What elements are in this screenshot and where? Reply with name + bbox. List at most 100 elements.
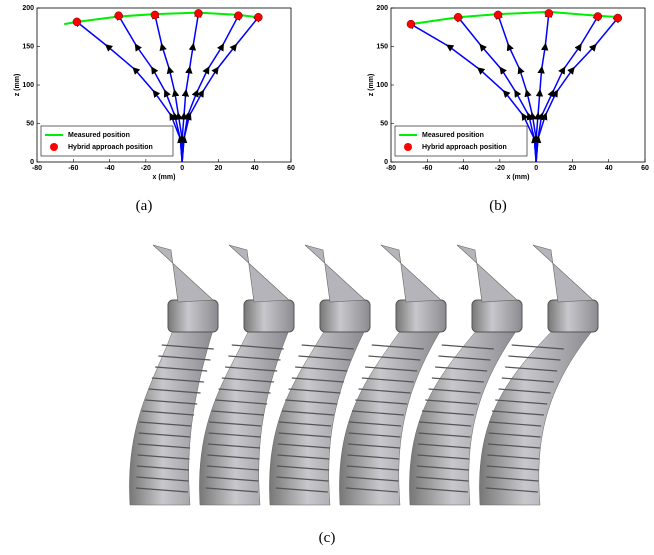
legend-label: Hybrid approach position [422, 144, 507, 151]
backbone-curve [533, 15, 621, 163]
y-axis-label: z (mm) [368, 74, 375, 97]
arm-ring [428, 388, 481, 394]
y-axis-label: z (mm) [14, 74, 21, 97]
arm-ring [291, 377, 344, 383]
arm-ring [347, 454, 400, 460]
arm-ring [421, 410, 474, 416]
arm-ring [161, 344, 214, 350]
arm-joint [547, 299, 599, 333]
arm-ring [416, 476, 469, 482]
arm-ring [141, 410, 194, 416]
y-tick-label: 150 [376, 43, 388, 50]
arm-ring [138, 432, 191, 438]
legend-label: Measured position [422, 132, 484, 139]
y-tick-label: 0 [384, 159, 388, 166]
arm-ring [228, 355, 281, 361]
arm-ring [508, 355, 561, 361]
arm-ring [431, 377, 484, 383]
arm-ring [231, 344, 284, 350]
position-point [72, 17, 82, 27]
x-tick-label: -20 [141, 165, 151, 172]
arm-ring [498, 388, 551, 394]
y-tick-label: 0 [30, 159, 34, 166]
arm-ring [368, 355, 421, 361]
arm-tip [532, 244, 594, 303]
position-point [593, 12, 603, 21]
arm-ring [155, 366, 208, 372]
arm-ring [489, 421, 542, 427]
arm-ring [348, 432, 401, 438]
arm-ring [139, 421, 192, 427]
x-tick-label: 0 [180, 165, 184, 172]
arm-ring [435, 366, 488, 372]
arm-joint [167, 299, 219, 333]
arm-ring [505, 366, 558, 372]
arm-ring [278, 443, 331, 449]
arm-joint [471, 299, 523, 333]
arm-ring [488, 432, 541, 438]
arm-ring [285, 399, 338, 405]
arm-ring [205, 487, 258, 493]
chart: -80 -60 -40 -20 0 20 40 60 0 50 100 150 200 x (mm) z (… [14, 5, 295, 214]
chart: -80 -60 -40 -20 0 20 40 60 0 50 100 150 200 x (mm) z (… [368, 5, 649, 214]
arm-ring [415, 487, 468, 493]
position-point [406, 19, 416, 29]
x-axis-label: x (mm) [153, 174, 176, 181]
arm-ring [417, 454, 470, 460]
position-point [194, 9, 203, 18]
arm-ring [346, 465, 399, 471]
arm-joint [243, 299, 295, 333]
arm-ring [148, 388, 201, 394]
arm-ring [419, 421, 472, 427]
x-tick-label: -80 [32, 165, 42, 172]
x-tick-label: -60 [422, 165, 432, 172]
y-tick-label: 200 [376, 5, 388, 12]
arm-ring [281, 410, 334, 416]
arm-tip [380, 244, 442, 303]
arm-ring [486, 465, 539, 471]
arm-ring [279, 421, 332, 427]
arm-tip [152, 244, 214, 303]
x-tick-label: -40 [105, 165, 115, 172]
arm-ring [511, 344, 564, 350]
arm-ring [151, 377, 204, 383]
position-point [114, 11, 123, 20]
arm-ring [345, 487, 398, 493]
arm-ring [288, 388, 341, 394]
x-tick-label: -80 [386, 165, 396, 172]
arm-ring [418, 443, 471, 449]
arm-ring [215, 399, 268, 405]
arm-ring [491, 410, 544, 416]
arm-ring [275, 487, 328, 493]
arm-ring [501, 377, 554, 383]
arm-ring [207, 454, 260, 460]
legend-swatch [50, 143, 58, 151]
position-point [254, 12, 263, 22]
legend-box [40, 125, 174, 157]
backbone-curve [179, 14, 261, 163]
arm-ring [358, 388, 411, 394]
arm-ring [135, 487, 188, 493]
chart-caption: (a) [136, 198, 153, 214]
arm-ring [486, 476, 539, 482]
arm-ring [208, 443, 261, 449]
arm-ring [158, 355, 211, 361]
x-tick-label: 20 [215, 165, 223, 172]
legend-label: Hybrid approach position [68, 144, 153, 151]
arm-ring [365, 366, 418, 372]
x-tick-label: 40 [605, 165, 613, 172]
y-tick-label: 50 [380, 120, 388, 127]
position-point [453, 12, 463, 22]
arm-joint [395, 299, 447, 333]
legend-box [394, 125, 528, 157]
arm-ring [138, 443, 191, 449]
arm-ring [348, 443, 401, 449]
arm-ring [487, 454, 540, 460]
photo-caption: (c) [319, 530, 336, 546]
arm-ring [301, 344, 354, 350]
position-point [544, 9, 554, 18]
x-tick-label: 60 [641, 165, 649, 172]
arm-ring [137, 454, 190, 460]
legend-swatch [404, 143, 412, 151]
